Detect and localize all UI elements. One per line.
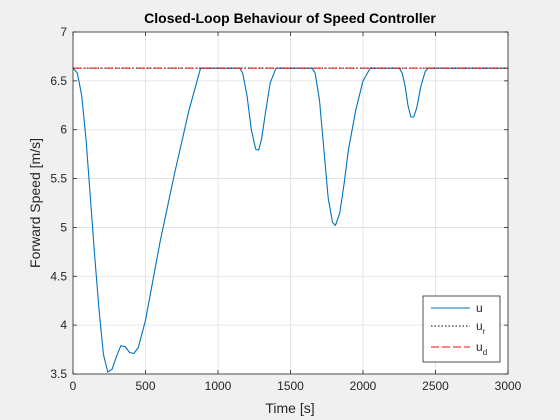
x-tick-label: 1000 <box>205 379 232 393</box>
legend-label-u-d: ud <box>476 340 487 357</box>
legend-label-u: u <box>476 301 483 315</box>
y-tick-label: 4 <box>60 318 67 332</box>
y-tick-label: 6 <box>60 123 67 137</box>
y-tick-label: 6.5 <box>50 74 67 88</box>
chart-title: Closed-Loop Behaviour of Speed Controlle… <box>144 10 436 26</box>
legend-label-u-d-main: u <box>476 340 483 354</box>
legend-label-u-r-main: u <box>476 319 483 333</box>
x-tick-label: 500 <box>135 379 155 393</box>
legend-label-u-r: ur <box>476 319 486 336</box>
legend-box <box>422 295 501 363</box>
x-axis-label: Time [s] <box>265 400 314 416</box>
x-tick-label: 0 <box>70 379 77 393</box>
legend: u ur ud <box>422 295 501 363</box>
x-tick-label: 2000 <box>350 379 377 393</box>
y-tick-label: 5.5 <box>50 172 67 186</box>
series-group <box>72 67 508 373</box>
y-axis-label: Forward Speed [m/s] <box>27 138 43 268</box>
y-tick-label: 4.5 <box>50 269 67 283</box>
x-tick-label: 3000 <box>495 379 522 393</box>
x-tick-label: 2500 <box>422 379 449 393</box>
x-tick-label: 1500 <box>277 379 304 393</box>
ticks: 0 500 1000 1500 2000 2500 3000 3.5 4 4.5 5 5.5 6 6.5 7 <box>50 25 521 393</box>
y-tick-label: 3.5 <box>50 367 67 381</box>
legend-label-u-r-sub: r <box>483 327 486 336</box>
y-tick-label: 7 <box>60 25 67 39</box>
legend-label-u-d-sub: d <box>483 348 487 357</box>
y-tick-label: 5 <box>60 220 67 234</box>
